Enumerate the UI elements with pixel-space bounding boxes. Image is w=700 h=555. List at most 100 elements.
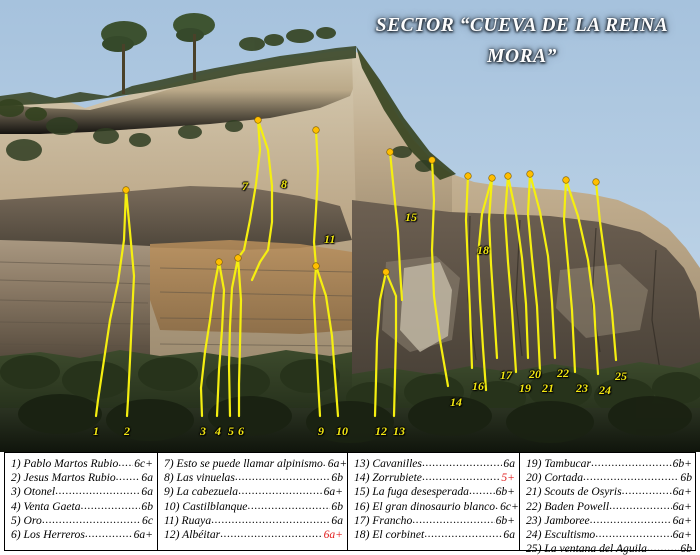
route-line-22: [528, 172, 557, 360]
legend-row: 7) Esto se puede llamar alpinismo.......…: [164, 456, 347, 471]
legend-route-name: 2) Jesus Martos Rubio: [11, 471, 116, 485]
anchor-11: [312, 126, 320, 134]
route-number-5: 5: [228, 424, 234, 438]
legend-dot-leader: ........................................…: [468, 484, 495, 498]
route-number-23: 23: [576, 381, 588, 395]
route-line-14: [430, 158, 450, 388]
route-anchors: [122, 116, 600, 276]
legend-dot-leader: ........................................…: [234, 470, 331, 484]
legend-dot-leader: ........................................…: [55, 484, 141, 498]
legend-row: 25) La ventana del Aguila...............…: [526, 541, 692, 555]
ochre-band: [150, 240, 352, 334]
legend-route-grade: 6b: [331, 499, 343, 513]
legend-route-grade: 6a: [503, 527, 515, 541]
route-number-7: 7: [242, 179, 248, 193]
anchor-23-24: [562, 176, 570, 184]
legend-route-grade: 6a: [141, 471, 153, 485]
legend-route-name: 22) Baden Powell: [526, 499, 610, 513]
legend-column-1: 1) Pablo Martos Rubio...................…: [5, 453, 157, 550]
legend-route-name: 24) Escultismo: [526, 527, 596, 541]
route-number-4: 4: [215, 424, 221, 438]
route-line-15: [388, 150, 404, 302]
anchor-16: [464, 172, 472, 180]
anchor-25: [592, 178, 600, 186]
legend-route-grade: 6a+: [323, 485, 343, 499]
legend-row: 11) Ruaya...............................…: [164, 513, 343, 528]
route-number-12: 12: [375, 424, 387, 438]
route-line-18: [476, 176, 494, 392]
route-line-17: [487, 176, 499, 360]
anchor-19-20: [504, 172, 512, 180]
legend-route-name: 4) Venta Gaeta: [11, 499, 81, 513]
legend-row: 16) El gran dinosaurio blanco...........…: [354, 498, 519, 514]
route-line-21: [526, 172, 542, 374]
right-wall-light-patch-2: [556, 264, 648, 338]
legend-route-grade: 6b+: [495, 485, 515, 499]
route-number-15: 15: [405, 210, 417, 224]
legend-route-grade: 6c+: [134, 457, 153, 470]
route-number-9: 9: [318, 424, 324, 438]
legend-row: 13) Cavanilles..........................…: [354, 456, 515, 471]
legend-route-grade: 6a+: [672, 527, 692, 541]
legend-dot-leader: ........................................…: [495, 498, 499, 512]
legend-row: 17) Francho.............................…: [354, 513, 515, 528]
route-number-14: 14: [450, 395, 462, 409]
legend-route-grade: 6b: [680, 471, 692, 485]
legend-route-name: 25) La ventana del Aguila: [526, 542, 647, 555]
route-number-6: 6: [238, 424, 244, 438]
legend-route-name: 14) Zorrubiete: [354, 471, 422, 485]
legend-route-grade: 6a+: [327, 457, 348, 470]
legend-dot-leader: ........................................…: [41, 512, 142, 526]
anchor-12-13: [382, 268, 390, 276]
legend-route-grade: 6a: [503, 457, 515, 470]
anchor-21-22: [526, 170, 534, 178]
legend-row: 18) El corbinet.........................…: [354, 526, 515, 542]
route-line-20: [506, 174, 530, 360]
legend-route-name: 23) Jamboree: [526, 513, 590, 527]
route-number-16: 16: [472, 379, 484, 393]
route-number-24: 24: [599, 383, 611, 397]
legend-route-grade: 6a+: [133, 527, 153, 541]
legend-route-name: 17) Francho: [354, 513, 413, 527]
legend-row: 14) Zorrubiete..........................…: [354, 470, 515, 485]
legend-dot-leader: ........................................…: [609, 498, 672, 512]
legend-dot-leader: ........................................…: [84, 526, 133, 540]
legend-route-name: 7) Esto se puede llamar alpinismo: [164, 457, 323, 470]
legend-route-grade: 6b: [331, 471, 343, 485]
midcliff-bushes: [6, 117, 433, 172]
anchor-3-4: [215, 258, 223, 266]
legend-route-name: 10) Castilblanque: [164, 499, 248, 513]
route-line-3: [199, 260, 221, 418]
legend-dot-leader: ........................................…: [595, 526, 671, 540]
legend-row: 5) Oro..................................…: [11, 512, 153, 528]
legend-row: 15) La fuga desesperada.................…: [354, 484, 515, 499]
pine-tree-right: [173, 13, 215, 80]
legend-dot-leader: ........................................…: [118, 456, 133, 469]
legend-route-name: 20) Cortada: [526, 471, 584, 485]
anchor-5-6: [234, 254, 242, 262]
route-line-11: [312, 128, 320, 268]
route-line-12: [373, 270, 388, 418]
route-line-4: [215, 260, 226, 418]
legend-row: 23) Jamboree............................…: [526, 513, 692, 528]
legend-row: 9) La cabezuela.........................…: [164, 484, 343, 499]
foreground-canopies: [18, 394, 692, 443]
ridge-vegetation: [0, 46, 356, 106]
route-line-19: [503, 174, 518, 374]
legend-dot-leader: ........................................…: [220, 526, 323, 540]
legend-route-grade: 6a+: [672, 513, 692, 527]
legend-route-name: 18) El corbinet: [354, 527, 425, 541]
legend-row: 8) Las vinuelas.........................…: [164, 470, 343, 485]
route-number-1: 1: [93, 424, 99, 438]
legend-dot-leader: ........................................…: [424, 526, 503, 540]
route-lines: [94, 118, 618, 418]
route-number-3: 3: [200, 424, 206, 438]
legend-dot-leader: ........................................…: [80, 498, 141, 512]
route-line-16: [464, 174, 474, 370]
route-line-9: [312, 264, 322, 418]
legend-row: 20) Cortada.............................…: [526, 470, 692, 485]
legend-route-name: 13) Cavanilles: [354, 457, 422, 470]
legend-row: 1) Pablo Martos Rubio...................…: [11, 456, 153, 471]
route-number-8: 8: [281, 177, 287, 191]
